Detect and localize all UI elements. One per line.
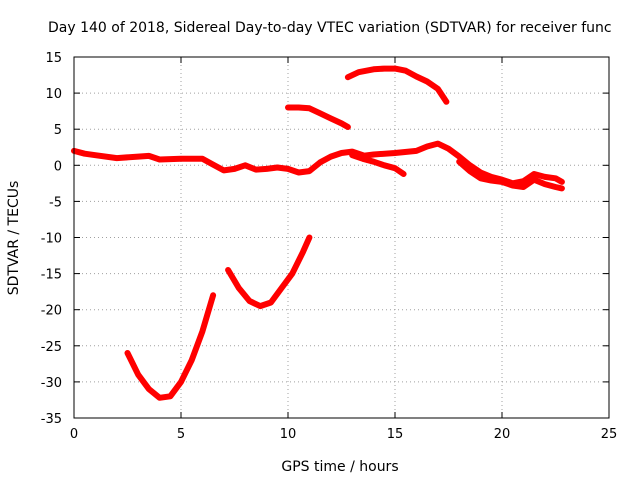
- series-layer: [71, 65, 565, 401]
- x-tick-label: 5: [177, 427, 185, 442]
- series-track-2: [359, 140, 565, 187]
- y-tick-label: -5: [49, 195, 62, 210]
- chart-title: Day 140 of 2018, Sidereal Day-to-day VTE…: [48, 20, 612, 36]
- y-tick-labels: 15 10 5 0 -5 -10 -15 -20 -25 -30 -35: [41, 51, 62, 427]
- y-tick-label: 5: [54, 123, 62, 138]
- x-axis-title: GPS time / hours: [281, 459, 398, 475]
- x-tick-labels: 0 5 10 15 20 25: [70, 427, 617, 442]
- x-tick-label: 10: [280, 427, 297, 442]
- y-tick-label: 10: [45, 87, 62, 102]
- series-track-4: [124, 292, 217, 401]
- y-tick-label: -20: [41, 304, 62, 319]
- y-tick-label: 0: [54, 159, 62, 174]
- y-tick-label: -25: [41, 340, 62, 355]
- plot-frame: [73, 56, 610, 419]
- y-tick-label: -35: [41, 412, 62, 427]
- x-tick-label: 15: [387, 427, 404, 442]
- series-track-7: [344, 65, 450, 105]
- x-tick-label: 20: [494, 427, 511, 442]
- grid: [74, 57, 609, 418]
- x-tick-label: 25: [601, 427, 618, 442]
- series-track-1: [71, 147, 366, 176]
- x-tick-label: 0: [70, 427, 78, 442]
- y-tick-label: -30: [41, 376, 62, 391]
- y-tick-label: 15: [45, 51, 62, 66]
- y-tick-label: -10: [41, 232, 62, 247]
- series-track-6: [285, 104, 351, 130]
- series-track-5: [225, 234, 313, 310]
- y-tick-label: -15: [41, 268, 62, 283]
- y-axis-title: SDTVAR / TECUs: [6, 181, 22, 296]
- series-track-3: [456, 158, 565, 192]
- series-track-8: [349, 152, 407, 177]
